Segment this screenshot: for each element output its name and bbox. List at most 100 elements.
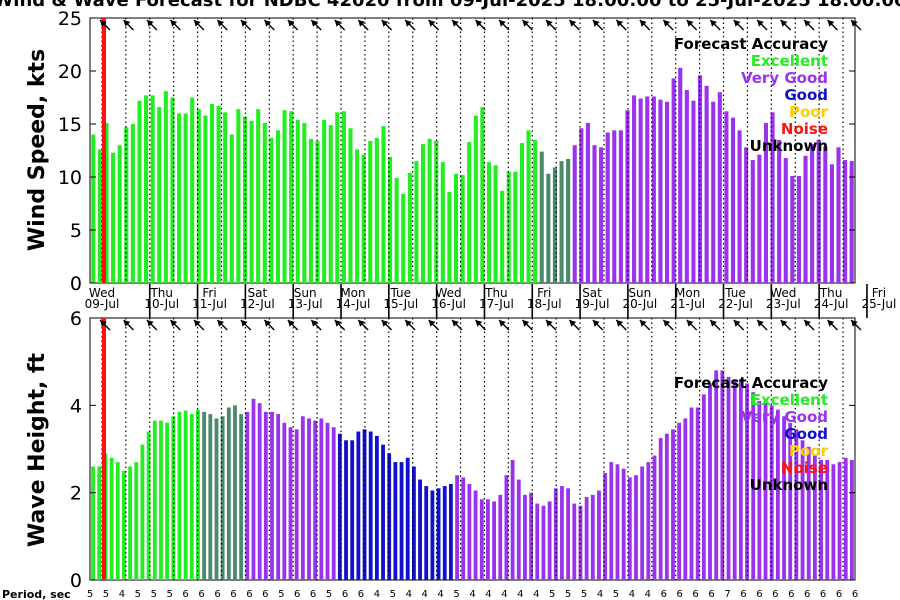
y-tick-label: 10 (58, 167, 82, 189)
data-bar (152, 420, 157, 580)
wind-direction-arrow (310, 319, 322, 331)
data-bar (533, 139, 538, 283)
data-bar (590, 494, 595, 580)
wind-direction-arrow (263, 319, 275, 331)
data-bar (448, 483, 453, 580)
data-bar (625, 110, 630, 283)
day-of-week-label: Thu (149, 286, 173, 300)
data-bar (665, 101, 670, 284)
period-label: Period, sec (2, 588, 71, 600)
data-bar (638, 98, 643, 283)
data-bar (658, 438, 663, 580)
wind-direction-arrow (780, 319, 792, 331)
wind-direction-arrow (568, 319, 580, 331)
date-label: 25-Jul (862, 297, 897, 311)
period-value: 4 (629, 589, 635, 600)
data-bar (111, 152, 116, 283)
data-bar (816, 139, 821, 283)
data-bar (523, 494, 527, 580)
data-bar (276, 414, 281, 580)
data-bar (831, 464, 836, 580)
data-bar (506, 171, 511, 283)
period-value: 4 (119, 589, 125, 600)
data-bar (510, 459, 515, 580)
wind-direction-arrow (451, 319, 463, 331)
day-of-week-label: Tue (390, 286, 412, 300)
data-bar (202, 411, 207, 580)
data-bar (91, 466, 95, 580)
data-bar (541, 505, 546, 580)
data-bar (361, 154, 366, 283)
date-label: 21-Jul (670, 297, 705, 311)
period-value: 6 (756, 589, 762, 600)
data-bar (683, 418, 688, 580)
data-bar (282, 422, 287, 580)
legend-item: Excellent (751, 391, 828, 409)
wind-direction-arrow (686, 319, 698, 331)
data-bar (615, 464, 620, 580)
wind-direction-arrow (216, 319, 228, 331)
data-bar (424, 486, 429, 580)
data-bar (732, 379, 737, 580)
data-bar (407, 172, 412, 283)
legend-item: Very Good (741, 408, 828, 426)
data-bar (516, 479, 521, 580)
noise-marker (102, 318, 106, 580)
period-value: 4 (517, 589, 523, 600)
data-bar (341, 111, 346, 283)
data-bar (414, 161, 419, 283)
data-bar (328, 125, 333, 283)
data-bar (695, 407, 700, 580)
wind-direction-arrow (850, 19, 862, 31)
y-tick-label: 15 (58, 114, 82, 136)
data-bar (701, 394, 706, 580)
period-value: 5 (453, 589, 459, 600)
wind-direction-arrow (123, 319, 134, 331)
data-bar (436, 488, 441, 580)
data-bar (843, 457, 848, 580)
data-bar (697, 75, 703, 284)
period-value: 6 (358, 589, 364, 600)
data-bar (165, 422, 170, 580)
wind-direction-arrow (733, 19, 745, 31)
wind-direction-arrow (568, 19, 580, 31)
date-label: 11-Jul (192, 297, 227, 311)
data-bar (714, 370, 719, 580)
day-of-week-label: Fri (872, 286, 886, 300)
data-bar (295, 119, 300, 283)
wind-direction-arrow (123, 19, 134, 31)
day-of-week-label: Wed (436, 286, 462, 300)
data-bar (322, 119, 327, 283)
data-bar (214, 418, 219, 580)
data-bar (355, 149, 360, 283)
data-bar (302, 122, 307, 283)
data-bar (242, 116, 248, 283)
data-bar (493, 165, 498, 283)
legend-item: Noise (781, 120, 828, 138)
wind-direction-arrow (686, 19, 698, 31)
data-bar (597, 490, 601, 580)
wind-direction-arrow (193, 319, 205, 331)
data-bar (671, 429, 675, 580)
data-bar (344, 440, 348, 580)
day-of-week-label: Mon (340, 286, 365, 300)
day-of-week-label: Wed (89, 286, 115, 300)
data-bar (427, 138, 432, 283)
period-value: 5 (581, 589, 587, 600)
data-bar (492, 501, 496, 580)
data-bar (189, 414, 194, 580)
wind-direction-arrow (498, 19, 510, 31)
period-value: 5 (278, 589, 284, 600)
wind-direction-arrow (428, 19, 440, 31)
data-bar (140, 444, 145, 580)
data-bar (823, 146, 828, 283)
data-bar (592, 145, 597, 283)
wind-direction-arrow (428, 319, 440, 331)
y-tick-label: 4 (70, 395, 82, 417)
data-bar (708, 383, 712, 580)
data-bar (325, 422, 330, 580)
data-bar (783, 157, 788, 283)
wind-direction-arrow (381, 19, 393, 31)
data-bar (229, 134, 234, 283)
